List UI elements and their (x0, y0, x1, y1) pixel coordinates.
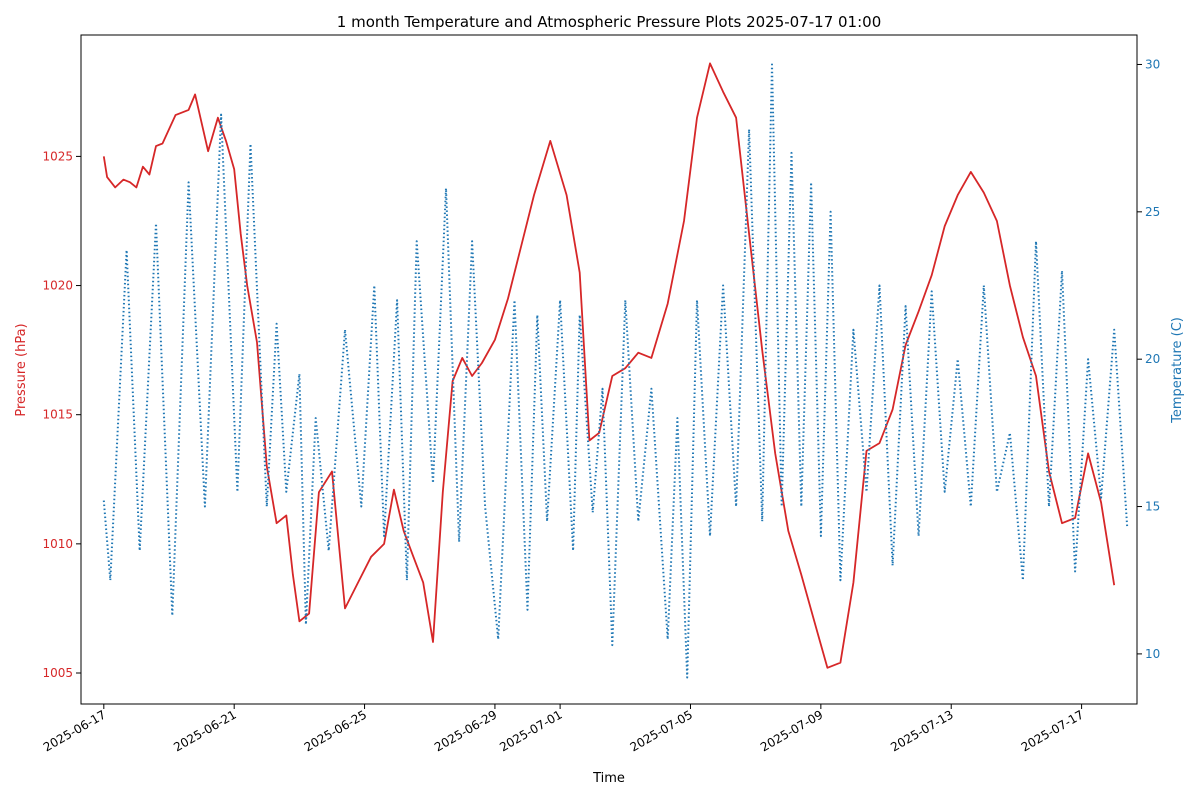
pressure-series-line (102, 62, 1116, 669)
chart-title: 1 month Temperature and Atmospheric Pres… (337, 13, 881, 31)
right-axis-label: Temperature (C) (1170, 317, 1185, 424)
left-axis: 1005 1010 1015 1020 1025 (42, 149, 81, 680)
left-axis-label: Pressure (hPa) (14, 323, 29, 416)
left-tick-label: 1010 (42, 537, 73, 551)
right-tick-label: 20 (1145, 352, 1160, 366)
right-tick-label: 25 (1145, 205, 1160, 219)
right-tick-label: 10 (1145, 647, 1160, 661)
right-axis: 10 15 20 25 30 (1137, 57, 1160, 661)
left-tick-label: 1015 (42, 408, 73, 422)
right-tick-label: 15 (1145, 500, 1160, 514)
left-tick-label: 1025 (42, 149, 73, 163)
right-tick-label: 30 (1145, 57, 1160, 71)
left-tick-label: 1005 (42, 666, 73, 680)
temperature-series-line (102, 63, 1129, 679)
plot-lines (102, 62, 1129, 679)
left-tick-label: 1020 (42, 279, 73, 293)
x-axis-label: Time (592, 771, 625, 786)
plot-frame (80, 34, 1138, 705)
